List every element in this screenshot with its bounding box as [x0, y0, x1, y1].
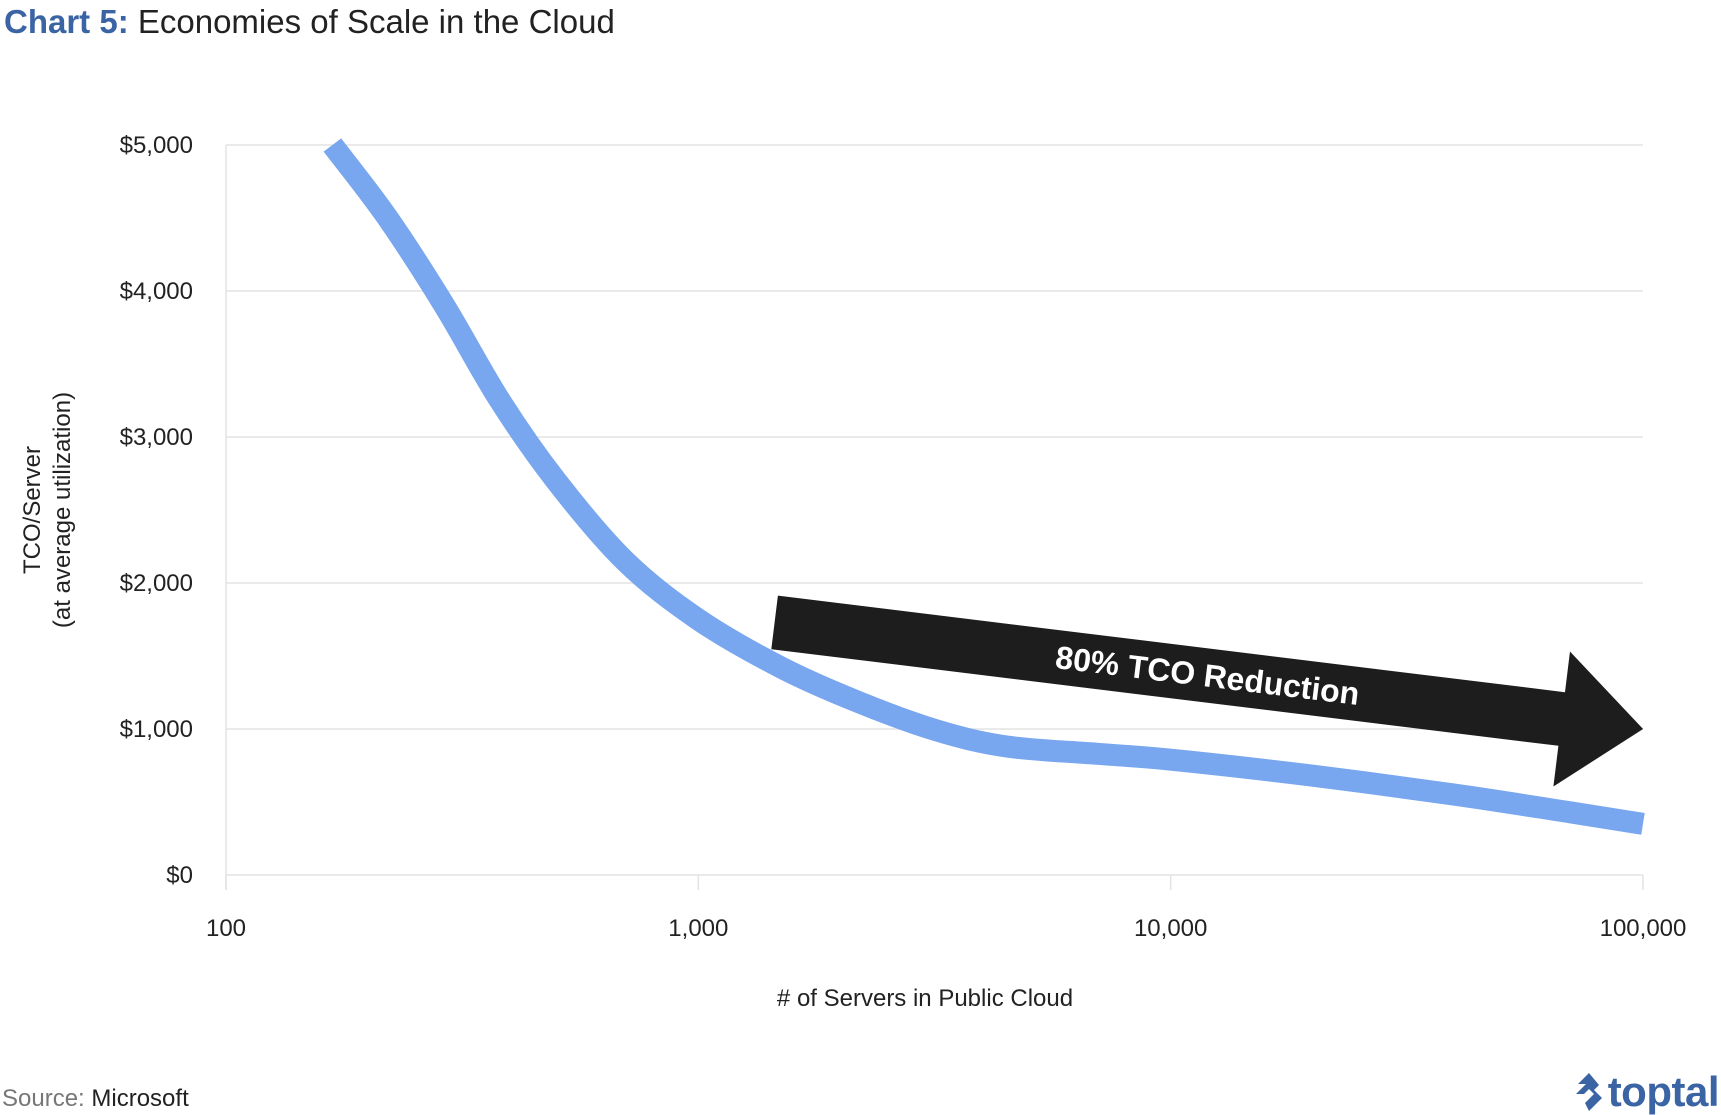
- chart-title: Chart 5: Economies of Scale in the Cloud: [4, 0, 615, 44]
- x-tick-label: 10,000: [1134, 915, 1207, 942]
- series: [323, 138, 1645, 835]
- y-tick-label: $3,000: [120, 424, 193, 451]
- y-axis-ticks: $0 $1,000 $2,000 $3,000 $4,000 $5,000: [120, 132, 193, 889]
- y-tick-label: $4,000: [120, 278, 193, 305]
- toptal-logo: toptal: [1572, 1068, 1720, 1115]
- tco-curve: [323, 138, 1645, 835]
- y-tick-label: $2,000: [120, 570, 193, 597]
- chart-title-main: Economies of Scale in the Cloud: [137, 3, 615, 40]
- x-axis-label: # of Servers in Public Cloud: [777, 985, 1073, 1012]
- x-tick-label: 100,000: [1600, 915, 1687, 942]
- y-axis-label-line-2: (at average utilization): [49, 392, 76, 628]
- y-axis-label-line-1: TCO/Server: [19, 446, 46, 574]
- toptal-logo-icon: [1575, 1073, 1602, 1111]
- y-tick-label: $5,000: [120, 132, 193, 159]
- gridlines: [225, 144, 1644, 890]
- brand-name: toptal: [1607, 1068, 1720, 1115]
- x-tick-label: 100: [206, 915, 246, 942]
- y-axis-label: TCO/Server (at average utilization): [19, 392, 76, 628]
- reduction-arrow-shape: [771, 595, 1644, 787]
- x-axis-ticks: 100 1,000 10,000 100,000: [206, 915, 1686, 942]
- y-tick-label: $0: [166, 862, 193, 889]
- y-tick-label: $1,000: [120, 716, 193, 743]
- chart-title-prefix: Chart 5:: [4, 3, 129, 40]
- source-value: Microsoft: [91, 1085, 189, 1112]
- x-tick-label: 1,000: [668, 915, 728, 942]
- source-note: Source: Microsoft: [2, 1085, 189, 1113]
- source-label: Source:: [2, 1085, 85, 1112]
